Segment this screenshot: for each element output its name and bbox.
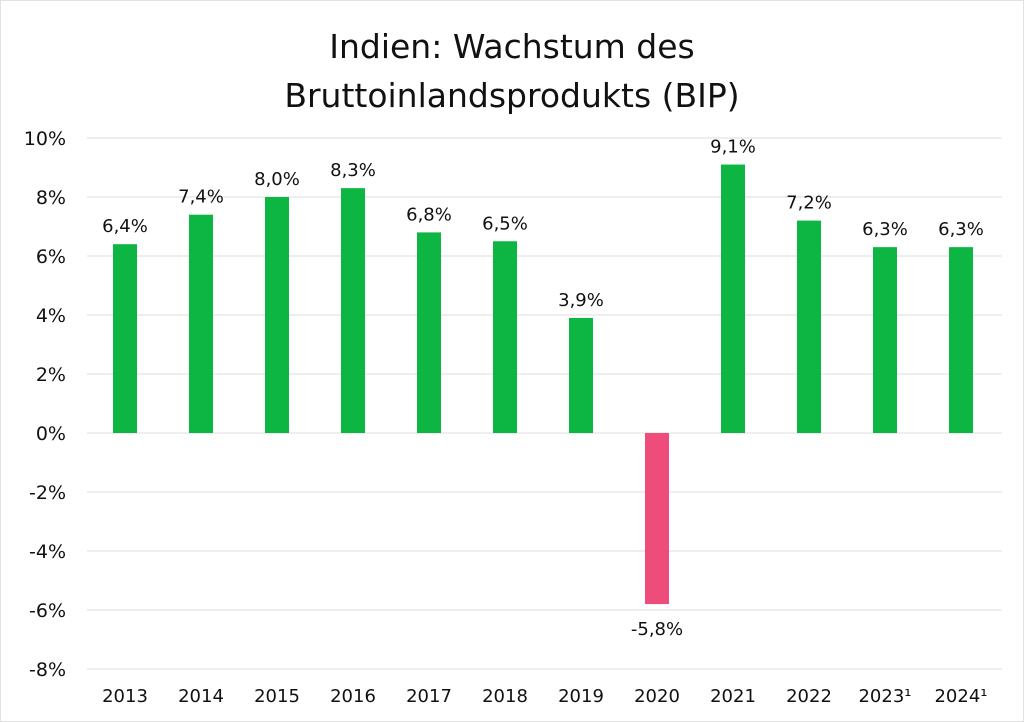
chart-title-line-2: Bruttoinlandsprodukts (BIP)	[284, 76, 739, 115]
bar-2023¹	[873, 247, 897, 433]
y-tick-label: 2%	[36, 364, 66, 386]
x-tick-label: 2017	[406, 686, 452, 707]
data-label: 6,3%	[938, 219, 984, 240]
x-tick-label: 2022	[786, 686, 832, 707]
data-label: 6,8%	[406, 204, 452, 225]
bar-2015	[265, 197, 289, 433]
data-label: 6,4%	[102, 216, 148, 237]
bar-2016	[341, 188, 365, 433]
y-tick-label: 0%	[36, 423, 66, 445]
y-tick-label: -8%	[29, 659, 66, 681]
x-tick-label: 2020	[634, 686, 680, 707]
x-tick-label: 2013	[102, 686, 148, 707]
bar-2021	[721, 164, 745, 434]
x-tick-label: 2018	[482, 686, 528, 707]
y-tick-label: -6%	[29, 600, 66, 622]
data-label: 6,3%	[862, 219, 908, 240]
x-tick-label: 2021	[710, 686, 756, 707]
bar-2019	[569, 317, 593, 433]
y-tick-label: 8%	[36, 187, 66, 209]
chart-title-line-1: Indien: Wachstum des	[329, 27, 695, 66]
x-tick-label: 2023¹	[858, 686, 911, 707]
x-tick-label: 2015	[254, 686, 300, 707]
bar-2022	[797, 220, 821, 433]
y-tick-label: 4%	[36, 305, 66, 327]
y-tick-label: 10%	[24, 128, 66, 150]
bar-2020	[645, 433, 669, 605]
data-label: 9,1%	[710, 137, 756, 158]
y-tick-label: -4%	[29, 541, 66, 563]
data-label: 8,3%	[330, 160, 376, 181]
y-tick-label: -2%	[29, 482, 66, 504]
data-label: 7,4%	[178, 187, 224, 208]
x-tick-label: 2014	[178, 686, 224, 707]
y-tick-label: 6%	[36, 246, 66, 268]
data-label: 8,0%	[254, 169, 300, 190]
bar-2018	[493, 241, 517, 433]
data-label: 6,5%	[482, 213, 528, 234]
x-tick-label: 2024¹	[934, 686, 987, 707]
bar-2017	[417, 232, 441, 433]
bar-2013	[113, 244, 137, 433]
bar-2014	[189, 214, 213, 433]
x-tick-label: 2019	[558, 686, 604, 707]
x-tick-label: 2016	[330, 686, 376, 707]
data-label: 7,2%	[786, 193, 832, 214]
data-label: 3,9%	[558, 290, 604, 311]
bar-2024¹	[949, 247, 973, 433]
data-label: -5,8%	[631, 619, 683, 640]
